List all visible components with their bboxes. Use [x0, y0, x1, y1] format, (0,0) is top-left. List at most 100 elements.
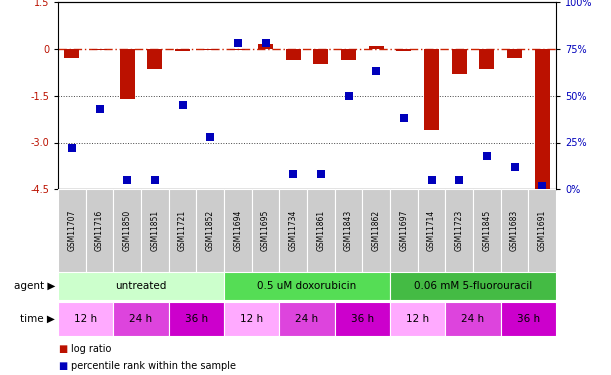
Text: 0.5 uM doxorubicin: 0.5 uM doxorubicin — [257, 281, 357, 291]
Bar — [368, 46, 384, 49]
Bar — [141, 189, 169, 272]
Bar — [390, 272, 556, 300]
Point — [150, 177, 159, 183]
Bar — [114, 302, 169, 336]
Bar — [224, 189, 252, 272]
Point — [233, 40, 243, 46]
Point — [510, 164, 519, 170]
Point — [205, 134, 215, 140]
Bar — [362, 189, 390, 272]
Text: GSM11714: GSM11714 — [427, 210, 436, 251]
Bar — [535, 49, 550, 189]
Text: GSM11695: GSM11695 — [261, 210, 270, 251]
Text: 12 h: 12 h — [240, 314, 263, 324]
Text: GSM11845: GSM11845 — [482, 210, 491, 251]
Text: 36 h: 36 h — [185, 314, 208, 324]
Text: GSM11716: GSM11716 — [95, 210, 104, 251]
Text: GSM11862: GSM11862 — [371, 210, 381, 251]
Bar — [279, 189, 307, 272]
Text: percentile rank within the sample: percentile rank within the sample — [71, 361, 236, 371]
Bar — [230, 49, 246, 50]
Bar — [92, 49, 107, 50]
Text: GSM11850: GSM11850 — [123, 210, 132, 251]
Bar — [335, 189, 362, 272]
Bar — [307, 189, 335, 272]
Bar — [224, 302, 279, 336]
Text: agent ▶: agent ▶ — [13, 281, 55, 291]
Bar — [147, 49, 163, 69]
Text: untreated: untreated — [115, 281, 167, 291]
Bar — [500, 302, 556, 336]
Text: log ratio: log ratio — [71, 344, 112, 354]
Point — [261, 40, 271, 46]
Text: 36 h: 36 h — [351, 314, 374, 324]
Bar — [58, 189, 86, 272]
Bar — [58, 302, 114, 336]
Bar — [196, 189, 224, 272]
Bar — [500, 189, 529, 272]
Point — [67, 145, 77, 151]
Point — [399, 115, 409, 121]
Bar — [445, 189, 473, 272]
Bar — [175, 49, 190, 51]
Text: GSM11683: GSM11683 — [510, 210, 519, 251]
Bar — [285, 49, 301, 60]
Bar — [64, 49, 79, 58]
Text: 24 h: 24 h — [130, 314, 153, 324]
Point — [122, 177, 132, 183]
Bar — [418, 189, 445, 272]
Text: GSM11694: GSM11694 — [233, 210, 243, 251]
Text: time ▶: time ▶ — [20, 314, 55, 324]
Text: GSM11707: GSM11707 — [67, 210, 76, 251]
Bar — [390, 189, 418, 272]
Bar — [258, 44, 273, 49]
Bar — [313, 49, 329, 64]
Bar — [252, 189, 279, 272]
Bar — [529, 189, 556, 272]
Text: GSM11697: GSM11697 — [400, 210, 408, 251]
Bar — [341, 49, 356, 60]
Bar — [120, 49, 135, 99]
Point — [455, 177, 464, 183]
Text: GDS845 / 7995: GDS845 / 7995 — [58, 0, 153, 1]
Point — [482, 153, 492, 159]
Text: 0.06 mM 5-fluorouracil: 0.06 mM 5-fluorouracil — [414, 281, 532, 291]
Point — [537, 183, 547, 189]
Bar — [445, 302, 500, 336]
Text: GSM11843: GSM11843 — [344, 210, 353, 251]
Bar — [507, 49, 522, 58]
Bar — [58, 272, 224, 300]
Text: ■: ■ — [58, 361, 67, 371]
Bar — [114, 189, 141, 272]
Bar — [390, 302, 445, 336]
Bar — [203, 49, 218, 50]
Text: GSM11861: GSM11861 — [316, 210, 326, 251]
Bar — [169, 302, 224, 336]
Text: GSM11851: GSM11851 — [150, 210, 159, 251]
Text: GSM11734: GSM11734 — [288, 210, 298, 251]
Point — [426, 177, 436, 183]
Text: GSM11721: GSM11721 — [178, 210, 187, 251]
Bar — [86, 189, 114, 272]
Bar — [169, 189, 196, 272]
Bar — [224, 272, 390, 300]
Bar — [452, 49, 467, 74]
Text: 12 h: 12 h — [406, 314, 430, 324]
Text: 24 h: 24 h — [461, 314, 485, 324]
Text: GSM11691: GSM11691 — [538, 210, 547, 251]
Point — [288, 171, 298, 177]
Point — [95, 106, 104, 112]
Point — [178, 102, 188, 108]
Text: 12 h: 12 h — [74, 314, 97, 324]
Point — [371, 68, 381, 74]
Text: ■: ■ — [58, 344, 67, 354]
Bar — [335, 302, 390, 336]
Bar — [479, 49, 494, 69]
Text: GSM11723: GSM11723 — [455, 210, 464, 251]
Bar — [473, 189, 500, 272]
Point — [343, 93, 353, 99]
Text: 24 h: 24 h — [296, 314, 318, 324]
Point — [316, 171, 326, 177]
Bar — [424, 49, 439, 130]
Text: GSM11852: GSM11852 — [206, 210, 214, 251]
